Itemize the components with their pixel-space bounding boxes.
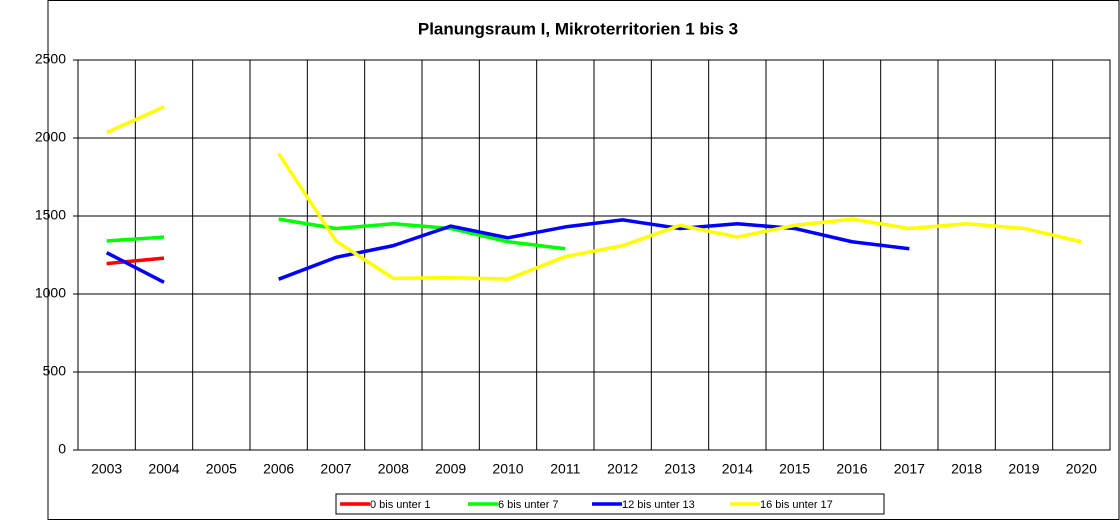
x-tick-label: 2013 — [664, 461, 695, 477]
y-tick-label: 1000 — [35, 285, 66, 301]
chart-title: Planungsraum I, Mikroterritorien 1 bis 3 — [418, 19, 738, 38]
y-tick-label: 2000 — [35, 129, 66, 145]
legend-label: 16 bis unter 17 — [760, 499, 833, 511]
series-line — [106, 256, 165, 266]
labels: 0 500 1000 1500 2000 2500 2003 2004 2005 2006 2007… — [35, 51, 1097, 477]
lines — [105, 105, 1082, 284]
x-tick-label: 2019 — [1008, 461, 1039, 477]
x-tick-label: 2007 — [320, 461, 351, 477]
y-tick-label: 0 — [58, 441, 66, 457]
x-tick-label: 2014 — [722, 461, 753, 477]
x-tick-label: 2015 — [779, 461, 810, 477]
x-tick-label: 2006 — [263, 461, 294, 477]
y-tick-label: 500 — [43, 363, 67, 379]
y-tick-label: 2500 — [35, 51, 66, 67]
x-tick-label: 2003 — [91, 461, 122, 477]
x-tick-label: 2010 — [492, 461, 523, 477]
legend-label: 6 bis unter 7 — [498, 499, 559, 511]
x-tick-label: 2012 — [607, 461, 638, 477]
x-tick-label: 2009 — [435, 461, 466, 477]
legend-label: 12 bis unter 13 — [622, 499, 695, 511]
x-tick-label: 2018 — [951, 461, 982, 477]
x-tick-label: 2004 — [148, 461, 179, 477]
x-tick-label: 2017 — [894, 461, 925, 477]
x-tick-label: 2020 — [1066, 461, 1097, 477]
y-tick-label: 1500 — [35, 207, 66, 223]
legend-label: 0 bis unter 1 — [370, 499, 431, 511]
grid — [73, 59, 1110, 451]
x-tick-label: 2008 — [378, 461, 409, 477]
x-tick-label: 2005 — [206, 461, 237, 477]
legend: 0 bis unter 1 6 bis unter 7 12 bis unter 1… — [335, 493, 885, 515]
x-tick-label: 2011 — [550, 461, 580, 477]
x-tick-label: 2016 — [836, 461, 867, 477]
series-line — [105, 105, 1082, 281]
series-line — [105, 218, 910, 284]
